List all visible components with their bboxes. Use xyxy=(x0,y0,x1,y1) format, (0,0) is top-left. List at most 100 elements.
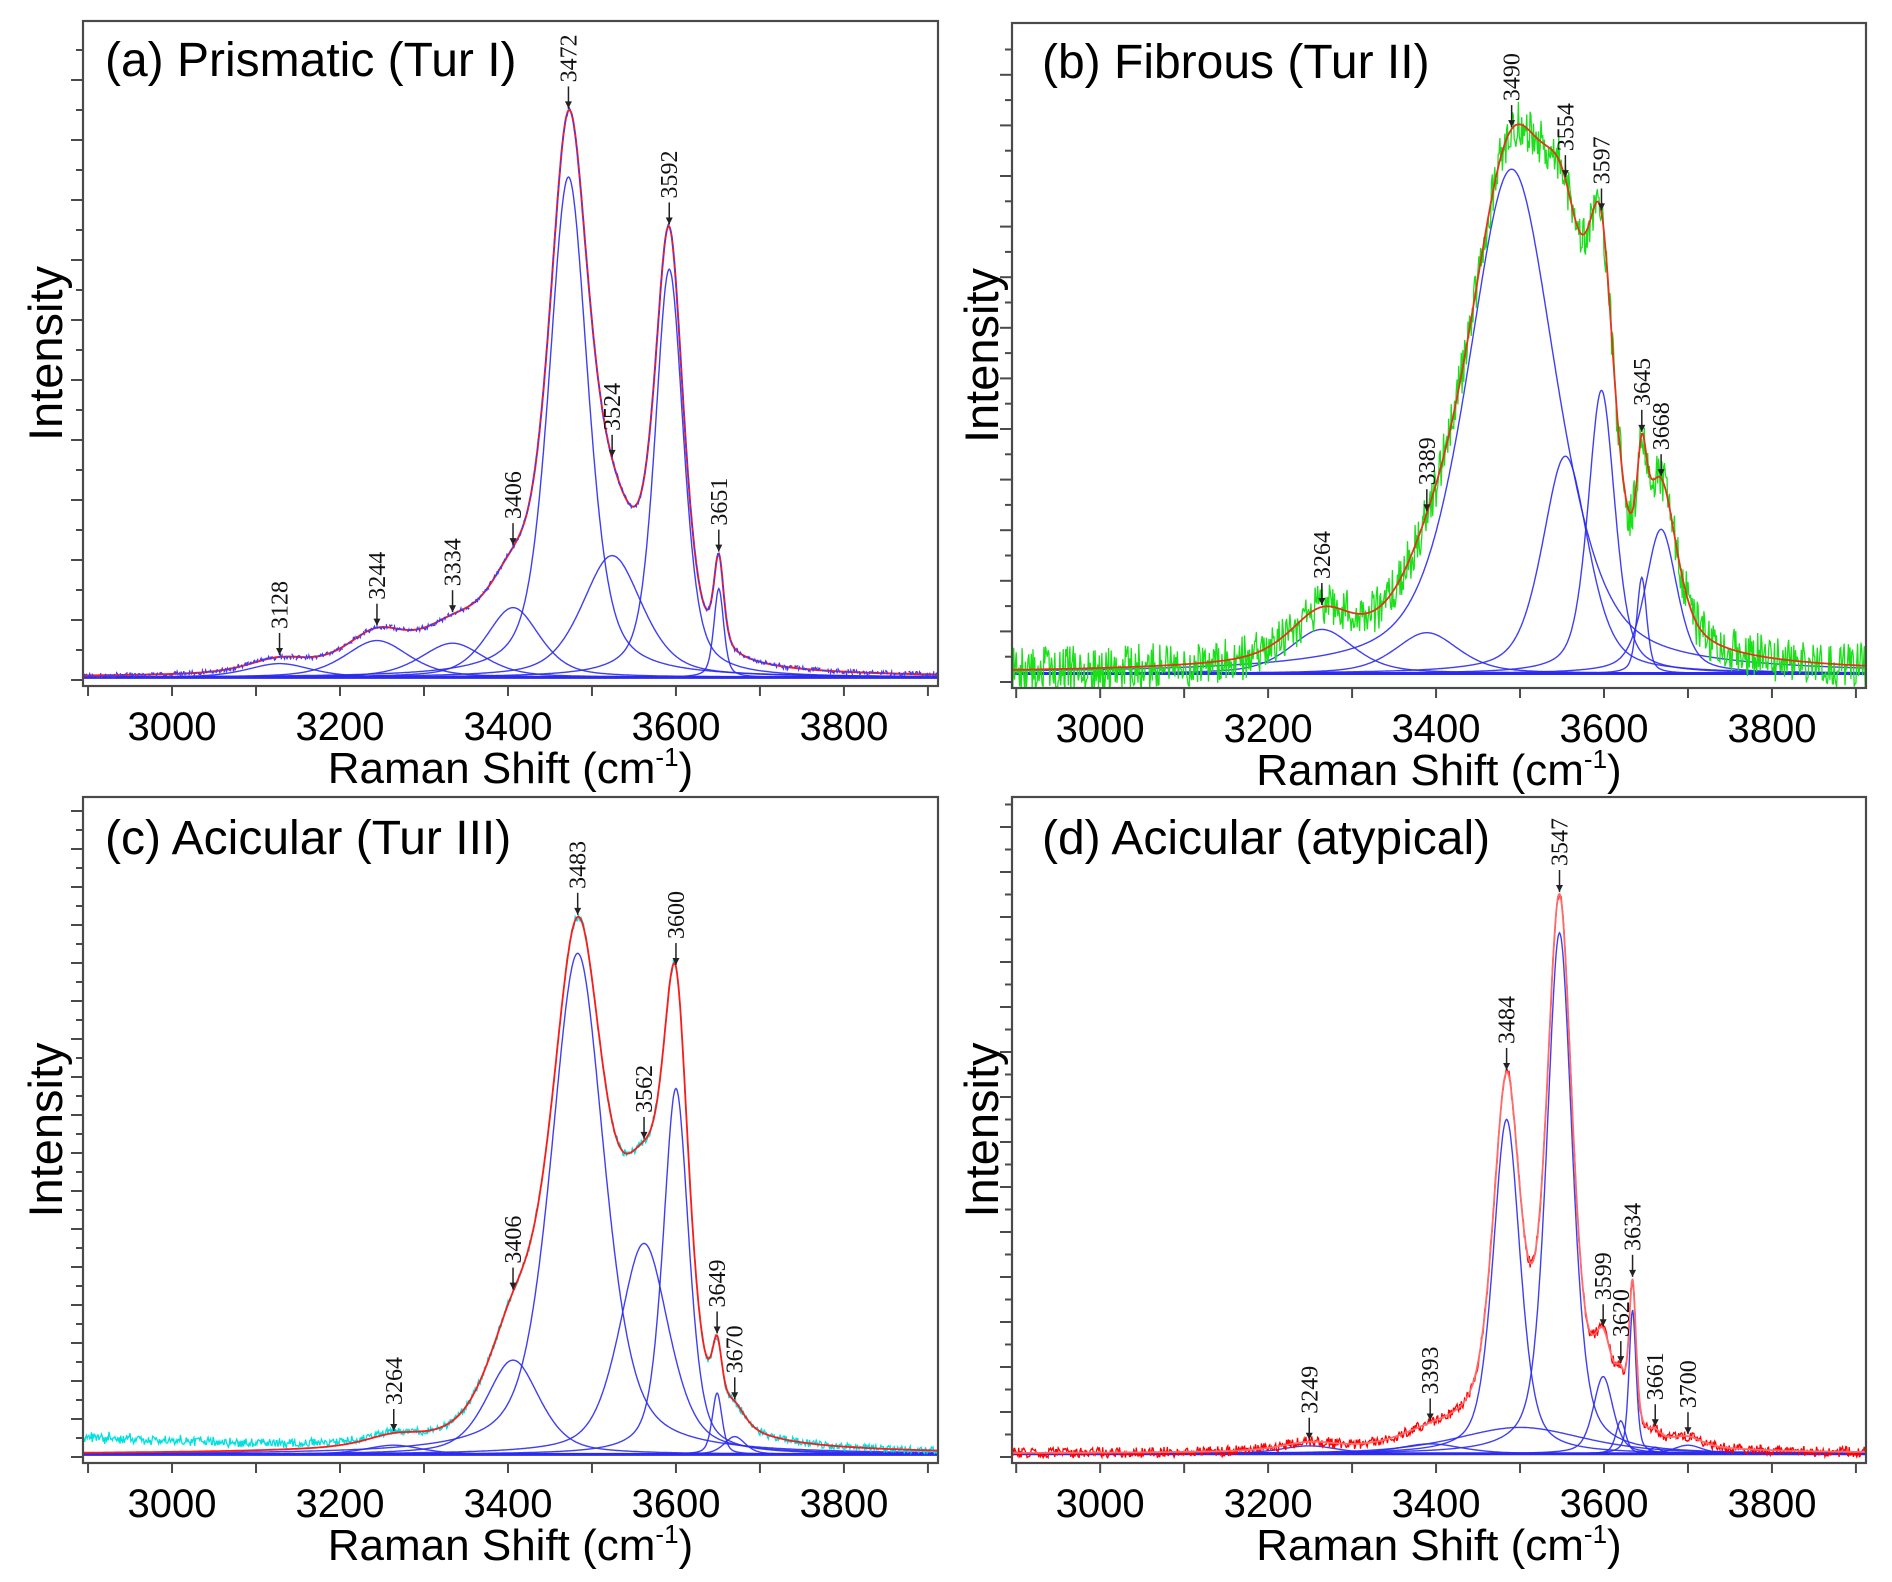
peak-arrowhead xyxy=(449,605,457,613)
peak-arrowhead xyxy=(509,538,517,546)
y-axis-label: Intensity xyxy=(955,1042,1008,1218)
component-peak-3670 xyxy=(83,1435,938,1456)
peak-arrowhead xyxy=(390,1424,398,1432)
x-axis-label-text: Raman Shift (cm xyxy=(328,1521,656,1570)
plot-frame xyxy=(1010,795,1868,1465)
x-tick-label: 3200 xyxy=(296,1482,385,1526)
peak-label: 3334 xyxy=(441,538,467,586)
peak-arrowhead xyxy=(1629,1269,1637,1277)
x-tick-label: 3400 xyxy=(1392,1482,1481,1526)
x-tick-label: 3000 xyxy=(1056,1482,1145,1526)
x-tick-label: 3600 xyxy=(631,705,720,749)
y-axis-label: Intensity xyxy=(19,265,72,441)
peak-arrowhead xyxy=(1597,203,1605,211)
peak-arrowhead xyxy=(373,618,381,626)
plot-frame xyxy=(1010,21,1868,690)
peak-arrowhead xyxy=(1638,424,1646,432)
x-axis-label-superscript: -1 xyxy=(1584,1519,1607,1549)
x-tick-label: 3600 xyxy=(631,1482,720,1526)
peak-arrowhead xyxy=(1599,1319,1607,1327)
peak-label: 3389 xyxy=(1415,437,1441,485)
peak-arrowhead xyxy=(1556,884,1564,892)
x-tick-label: 3200 xyxy=(296,705,385,749)
x-tick-label: 3000 xyxy=(1056,707,1145,751)
peak-arrowhead xyxy=(1426,1413,1434,1421)
x-tick-label: 3600 xyxy=(1560,707,1649,751)
x-axis-label-superscript: -1 xyxy=(655,1519,678,1549)
peak-label: 3484 xyxy=(1495,996,1521,1044)
x-tick-label: 3000 xyxy=(128,705,217,749)
peak-label: 3651 xyxy=(707,478,733,526)
peak-label: 3661 xyxy=(1643,1352,1669,1400)
panel-c: 3264 3406 3483 3562 3600 3649 3670 3000 3200 3400… xyxy=(19,795,940,1570)
x-axis-label-text: Raman Shift (cm xyxy=(1256,746,1584,795)
peak-label: 3599 xyxy=(1591,1252,1617,1300)
x-axis-label: Raman Shift (cm-1) xyxy=(1256,1519,1621,1570)
peak-label: 3645 xyxy=(1630,358,1656,406)
peak-label: 3668 xyxy=(1649,402,1675,450)
raw-spectrum xyxy=(83,914,938,1455)
peak-label: 3554 xyxy=(1553,103,1579,151)
peak-arrowhead xyxy=(276,647,284,655)
x-axis-label-text: Raman Shift (cm xyxy=(1256,1521,1584,1570)
peak-label: 3597 xyxy=(1589,136,1615,184)
panel-title: (a) Prismatic (Tur I) xyxy=(105,34,517,87)
peak-label: 3547 xyxy=(1548,818,1574,866)
panel-title: (c) Acicular (Tur III) xyxy=(105,812,511,865)
x-tick-label: 3600 xyxy=(1560,1482,1649,1526)
plot-frame xyxy=(81,795,940,1465)
x-tick-label: 3800 xyxy=(1727,1482,1816,1526)
peak-label: 3393 xyxy=(1418,1346,1444,1394)
plot-area xyxy=(1012,892,1866,1460)
x-tick-label: 3800 xyxy=(799,705,888,749)
peak-arrowhead xyxy=(715,544,723,552)
fit-curve xyxy=(83,915,938,1454)
x-tick-label: 3200 xyxy=(1224,1482,1313,1526)
peak-arrowhead xyxy=(1561,170,1569,178)
peak-label: 3700 xyxy=(1676,1360,1702,1408)
x-tick-label: 3800 xyxy=(799,1482,888,1526)
component-peak-3554 xyxy=(1012,455,1866,674)
peak-label: 3244 xyxy=(365,552,391,600)
peak-label: 3634 xyxy=(1621,1203,1647,1251)
peak-label: 3649 xyxy=(705,1260,731,1308)
raw-spectrum xyxy=(1012,893,1866,1460)
x-axis-label: Raman Shift (cm-1) xyxy=(328,1519,693,1570)
fit-curve xyxy=(83,108,938,677)
x-axis-label: Raman Shift (cm-1) xyxy=(328,742,693,793)
peak-arrowhead xyxy=(665,217,673,225)
peak-arrowhead xyxy=(640,1131,648,1139)
component-peak-3668 xyxy=(1012,528,1866,675)
raw-spectrum xyxy=(1012,101,1866,688)
peak-label: 3406 xyxy=(501,471,527,519)
peak-label: 3264 xyxy=(382,1357,408,1405)
x-axis-label-suffix: ) xyxy=(1607,746,1622,795)
panel-title: (d) Acicular (atypical) xyxy=(1042,812,1490,865)
y-axis-label: Intensity xyxy=(19,1042,72,1218)
x-tick-label: 3800 xyxy=(1727,707,1816,751)
peak-arrowhead xyxy=(1318,597,1326,605)
component-peak-3483 xyxy=(83,952,938,1455)
peak-label: 3490 xyxy=(1500,53,1526,101)
plot-area xyxy=(83,914,938,1456)
peak-label: 3524 xyxy=(600,383,626,431)
peak-arrowhead xyxy=(574,907,582,915)
peak-label: 3562 xyxy=(632,1065,658,1113)
peak-arrowhead xyxy=(1508,120,1516,128)
component-peak-3597 xyxy=(1012,389,1866,675)
peak-label: 3670 xyxy=(723,1325,749,1373)
peak-arrowhead xyxy=(1503,1062,1511,1070)
y-axis-label: Intensity xyxy=(955,267,1008,443)
peak-label: 3600 xyxy=(664,891,690,939)
peak-arrowhead xyxy=(564,101,572,109)
x-axis-label-suffix: ) xyxy=(679,744,694,793)
peak-arrowhead xyxy=(1657,469,1665,477)
x-axis-label-superscript: -1 xyxy=(1584,744,1607,774)
x-tick-label: 3000 xyxy=(128,1482,217,1526)
peak-arrowhead xyxy=(731,1392,739,1400)
peak-label: 3264 xyxy=(1310,531,1336,579)
peak-arrowhead xyxy=(1617,1356,1625,1364)
